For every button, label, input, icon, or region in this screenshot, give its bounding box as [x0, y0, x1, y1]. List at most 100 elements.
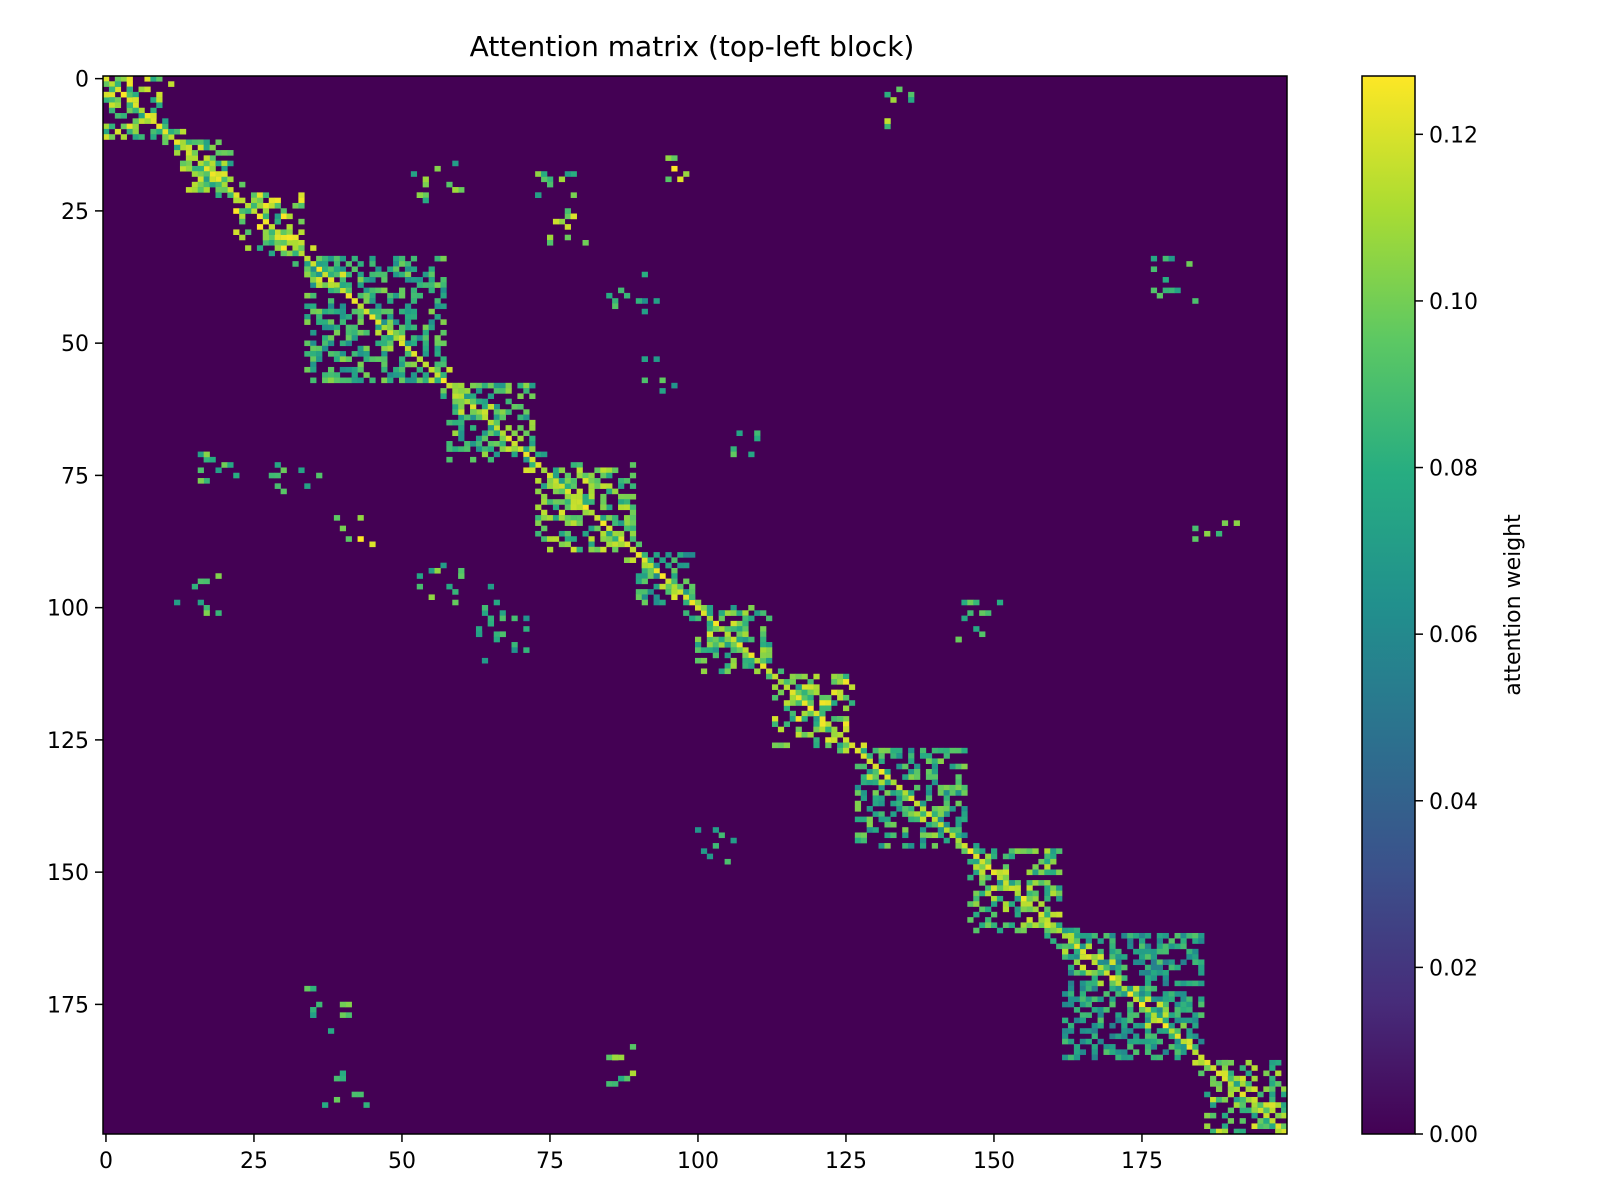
heatmap-cell — [126, 128, 133, 135]
heatmap-cell — [185, 139, 193, 146]
heatmap-cell — [298, 197, 305, 204]
heatmap-cell — [375, 308, 382, 315]
heatmap-cell — [742, 615, 749, 622]
heatmap-cell — [422, 361, 429, 368]
heatmap-cell — [629, 1070, 637, 1077]
heatmap-cell — [1221, 1070, 1229, 1077]
heatmap-cell — [1162, 1022, 1169, 1029]
heatmap-cell — [1263, 1102, 1270, 1108]
heatmap-cell — [1180, 1049, 1187, 1055]
heatmap-cell — [126, 91, 133, 98]
heatmap-cell — [1251, 1112, 1258, 1119]
heatmap-cell — [706, 605, 714, 611]
heatmap-cell — [919, 806, 927, 812]
heatmap-cell — [1121, 954, 1128, 960]
heatmap-cell — [345, 282, 352, 288]
heatmap-cell — [564, 536, 571, 542]
heatmap-cell — [339, 319, 347, 325]
x-tick-label: 0 — [99, 1149, 113, 1174]
heatmap-cell — [606, 504, 613, 511]
heatmap-cell — [1192, 1033, 1199, 1040]
heatmap-cell — [493, 451, 500, 458]
heatmap-cell — [203, 610, 210, 616]
heatmap-cell — [422, 282, 429, 288]
heatmap-cell — [665, 155, 672, 161]
heatmap-cell — [754, 657, 761, 664]
heatmap-cell — [807, 705, 814, 712]
heatmap-cell — [132, 102, 139, 109]
heatmap-cell — [1044, 853, 1051, 860]
heatmap-cell — [517, 382, 524, 389]
heatmap-cell — [327, 308, 335, 315]
heatmap-cell — [760, 636, 767, 643]
heatmap-cell — [831, 700, 838, 706]
heatmap-cell — [458, 573, 465, 579]
heatmap-cell — [215, 181, 222, 188]
heatmap-cell — [629, 536, 637, 542]
heatmap-cell — [410, 324, 418, 331]
heatmap-cell — [191, 583, 199, 590]
heatmap-cell — [825, 694, 832, 701]
heatmap-cell — [1156, 943, 1163, 950]
heatmap-cell — [819, 716, 826, 722]
heatmap-cell — [558, 218, 566, 225]
heatmap-cell — [623, 520, 631, 526]
heatmap-cell — [618, 1054, 625, 1061]
heatmap-cell — [1008, 848, 1015, 854]
heatmap-cell — [144, 86, 151, 93]
heatmap-cell — [393, 319, 400, 325]
heatmap-cell — [659, 388, 666, 394]
heatmap-cell — [481, 403, 489, 410]
heatmap-cell — [890, 779, 897, 786]
heatmap-cell — [884, 123, 891, 130]
heatmap-cell — [487, 456, 495, 463]
heatmap-cell — [416, 583, 423, 590]
heatmap-cell — [428, 594, 435, 601]
heatmap-cell — [1050, 853, 1057, 860]
plot-frame — [102, 75, 1288, 1135]
heatmap-cell — [256, 213, 264, 220]
heatmap-cell — [262, 202, 270, 209]
heatmap-cell — [416, 377, 423, 384]
heatmap-cell — [381, 377, 388, 384]
heatmap-cell — [564, 171, 571, 177]
heatmap-cell — [1067, 1022, 1075, 1029]
heatmap-cell — [416, 192, 423, 198]
heatmap-cell — [541, 451, 548, 458]
heatmap-cell — [1127, 938, 1134, 944]
heatmap-cell — [298, 229, 305, 235]
heatmap-cell — [843, 705, 850, 712]
heatmap-cell — [1115, 954, 1122, 960]
heatmap-cell — [1097, 996, 1104, 1003]
heatmap-cell — [623, 1075, 631, 1082]
heatmap-cell — [1144, 1028, 1152, 1034]
heatmap-cell — [529, 441, 536, 447]
heatmap-cell — [1050, 922, 1057, 928]
heatmap-cell — [357, 366, 364, 373]
heatmap-cell — [594, 546, 601, 553]
heatmap-cell — [369, 356, 376, 362]
heatmap-cell — [795, 694, 802, 701]
heatmap-cell — [724, 626, 731, 632]
heatmap-cell — [233, 208, 240, 214]
heatmap-cell — [333, 282, 341, 288]
heatmap-cell — [730, 446, 737, 452]
heatmap-cell — [831, 716, 838, 722]
heatmap-cell — [1139, 970, 1146, 976]
heatmap-cell — [499, 435, 506, 442]
heatmap-cell — [375, 287, 382, 294]
heatmap-cell — [316, 314, 323, 320]
heatmap-cell — [564, 493, 571, 500]
heatmap-cell — [1156, 932, 1163, 939]
heatmap-cell — [973, 626, 980, 632]
heatmap-cell — [1162, 980, 1169, 987]
heatmap-cell — [819, 721, 826, 727]
heatmap-cell — [1239, 1065, 1246, 1071]
heatmap-cell — [387, 340, 394, 347]
colorbar-label: attention weight — [1501, 514, 1526, 696]
heatmap-cell — [404, 340, 412, 347]
heatmap-cell — [327, 277, 335, 283]
heatmap-cell — [985, 858, 992, 865]
heatmap-cell — [925, 821, 933, 828]
heatmap-cell — [1168, 943, 1175, 950]
